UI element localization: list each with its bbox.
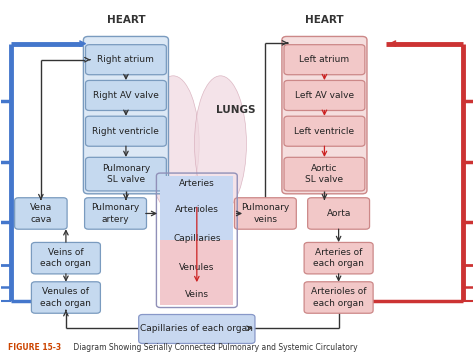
- Ellipse shape: [194, 76, 246, 212]
- FancyBboxPatch shape: [139, 314, 255, 344]
- Text: Aorta: Aorta: [327, 209, 351, 218]
- FancyBboxPatch shape: [15, 198, 67, 229]
- FancyBboxPatch shape: [160, 176, 234, 240]
- Text: Aortic
SL valve: Aortic SL valve: [305, 164, 344, 184]
- Text: Pulmonary
veins: Pulmonary veins: [241, 204, 290, 224]
- Text: Arteries of
each organ: Arteries of each organ: [313, 248, 364, 268]
- FancyBboxPatch shape: [304, 282, 373, 313]
- FancyBboxPatch shape: [284, 157, 365, 191]
- Text: Arterioles of
each organ: Arterioles of each organ: [311, 288, 366, 308]
- Text: Right AV valve: Right AV valve: [93, 91, 159, 100]
- Text: Veins of
each organ: Veins of each organ: [40, 248, 91, 268]
- Text: Pulmonary
artery: Pulmonary artery: [91, 204, 140, 224]
- FancyBboxPatch shape: [235, 198, 296, 229]
- FancyBboxPatch shape: [31, 242, 100, 274]
- FancyBboxPatch shape: [284, 45, 365, 75]
- FancyBboxPatch shape: [304, 242, 373, 274]
- Text: Venules of
each organ: Venules of each organ: [40, 288, 91, 308]
- FancyBboxPatch shape: [282, 37, 367, 194]
- Text: Arterioles: Arterioles: [175, 205, 219, 214]
- Text: Venules: Venules: [179, 263, 215, 272]
- Text: Left atrium: Left atrium: [300, 55, 349, 64]
- Text: Vena
cava: Vena cava: [30, 204, 52, 224]
- Text: Veins: Veins: [185, 290, 209, 299]
- FancyBboxPatch shape: [85, 45, 166, 75]
- Ellipse shape: [147, 76, 199, 212]
- FancyBboxPatch shape: [84, 198, 146, 229]
- Text: Arteries: Arteries: [179, 178, 215, 187]
- FancyBboxPatch shape: [308, 198, 370, 229]
- FancyBboxPatch shape: [83, 37, 168, 194]
- Text: HEART: HEART: [305, 15, 344, 25]
- FancyBboxPatch shape: [85, 157, 166, 191]
- Text: Pulmonary
SL valve: Pulmonary SL valve: [102, 164, 150, 184]
- FancyBboxPatch shape: [31, 282, 100, 313]
- Text: Capillaries: Capillaries: [173, 234, 220, 243]
- Text: LUNGS: LUNGS: [216, 105, 255, 115]
- FancyBboxPatch shape: [85, 80, 166, 111]
- Text: Right ventricle: Right ventricle: [92, 127, 159, 136]
- FancyBboxPatch shape: [284, 116, 365, 146]
- FancyBboxPatch shape: [284, 80, 365, 111]
- Text: FIGURE 15-3: FIGURE 15-3: [8, 343, 61, 352]
- FancyBboxPatch shape: [160, 240, 234, 305]
- Text: Capillaries of each organ: Capillaries of each organ: [140, 325, 253, 334]
- Text: Left AV valve: Left AV valve: [295, 91, 354, 100]
- Text: Right atrium: Right atrium: [98, 55, 155, 64]
- Text: HEART: HEART: [107, 15, 145, 25]
- Text: Left ventricle: Left ventricle: [294, 127, 355, 136]
- Text: Diagram Showing Serially Connected Pulmonary and Systemic Circulatory: Diagram Showing Serially Connected Pulmo…: [71, 343, 357, 352]
- FancyBboxPatch shape: [85, 116, 166, 146]
